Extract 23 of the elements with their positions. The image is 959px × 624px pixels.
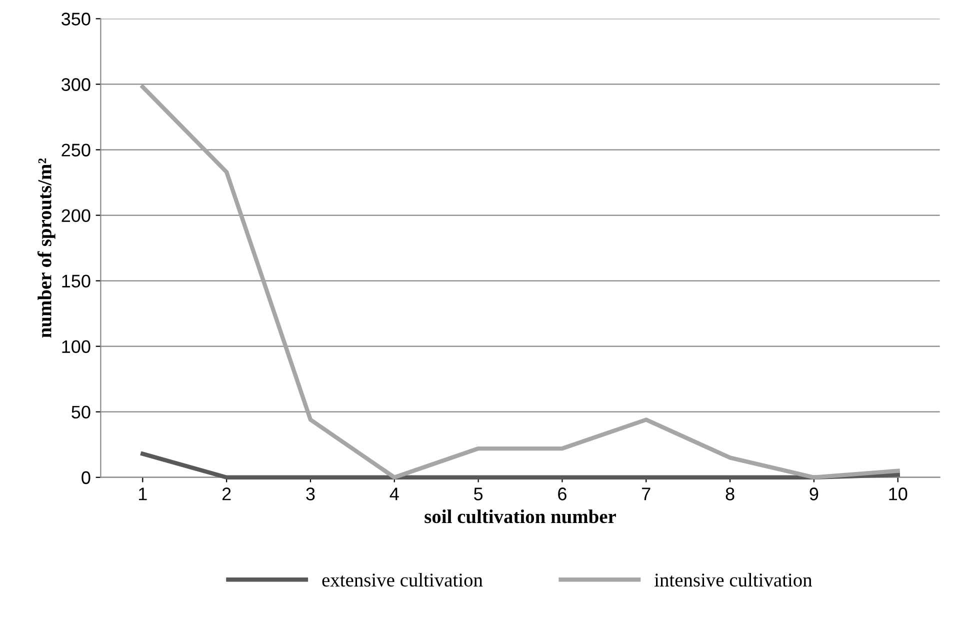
y-tick-label: 300: [62, 78, 90, 91]
x-tick-label: 5: [474, 488, 483, 500]
legend-label: intensive cultivation: [654, 572, 812, 587]
x-tick-label: 6: [558, 488, 566, 500]
x-tick-label: 3: [306, 488, 315, 500]
line-series: [140, 84, 900, 480]
y-tick-label: 150: [62, 274, 90, 288]
y-tick-label: 0: [82, 471, 90, 484]
x-tick-label: 8: [726, 488, 734, 500]
x-tick-label: 9: [810, 488, 818, 500]
y-axis-title: number of sprouts/m²: [37, 158, 56, 338]
y-tick-label: 50: [72, 406, 90, 419]
y-tick-label: 200: [62, 209, 90, 222]
x-tick-label: 7: [642, 488, 650, 500]
x-tick-label: 2: [222, 488, 231, 500]
y-tick-label: 250: [62, 144, 90, 156]
x-axis-title: soil cultivation number: [424, 509, 616, 524]
x-tick-label: 10: [889, 488, 908, 500]
y-tick-label: 100: [62, 340, 90, 354]
x-tick-label: 1: [139, 488, 147, 500]
legend-label: extensive cultivation: [322, 572, 483, 587]
x-tick-label: 4: [390, 488, 399, 500]
y-tick-label: 350: [62, 12, 90, 26]
